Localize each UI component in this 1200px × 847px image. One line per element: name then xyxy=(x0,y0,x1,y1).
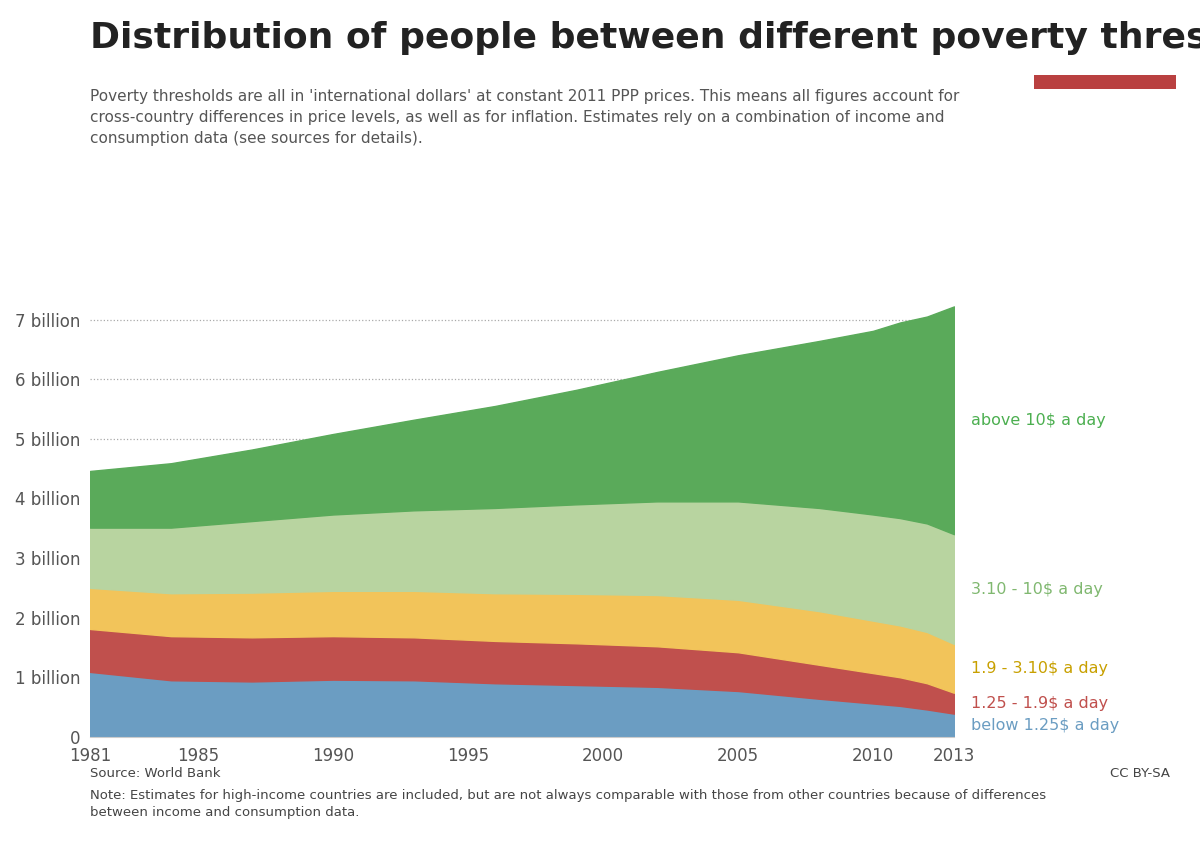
Text: Our World: Our World xyxy=(1067,32,1144,46)
Text: Source: World Bank: Source: World Bank xyxy=(90,767,221,779)
Text: Poverty thresholds are all in 'international dollars' at constant 2011 PPP price: Poverty thresholds are all in 'internati… xyxy=(90,89,959,146)
Bar xyxy=(1034,75,1176,89)
Text: Note: Estimates for high-income countries are included, but are not always compa: Note: Estimates for high-income countrie… xyxy=(90,789,1046,819)
Text: 3.10 - 10$ a day: 3.10 - 10$ a day xyxy=(971,582,1103,596)
Text: Distribution of people between different poverty thresholds, World: Distribution of people between different… xyxy=(90,21,1200,55)
Text: 1.9 - 3.10$ a day: 1.9 - 3.10$ a day xyxy=(971,661,1108,676)
Text: above 10$ a day: above 10$ a day xyxy=(971,412,1105,428)
Text: 1.25 - 1.9$ a day: 1.25 - 1.9$ a day xyxy=(971,695,1108,711)
Text: CC BY-SA: CC BY-SA xyxy=(1110,767,1170,779)
Text: below 1.25$ a day: below 1.25$ a day xyxy=(971,717,1118,733)
Text: in Data: in Data xyxy=(1079,53,1133,66)
